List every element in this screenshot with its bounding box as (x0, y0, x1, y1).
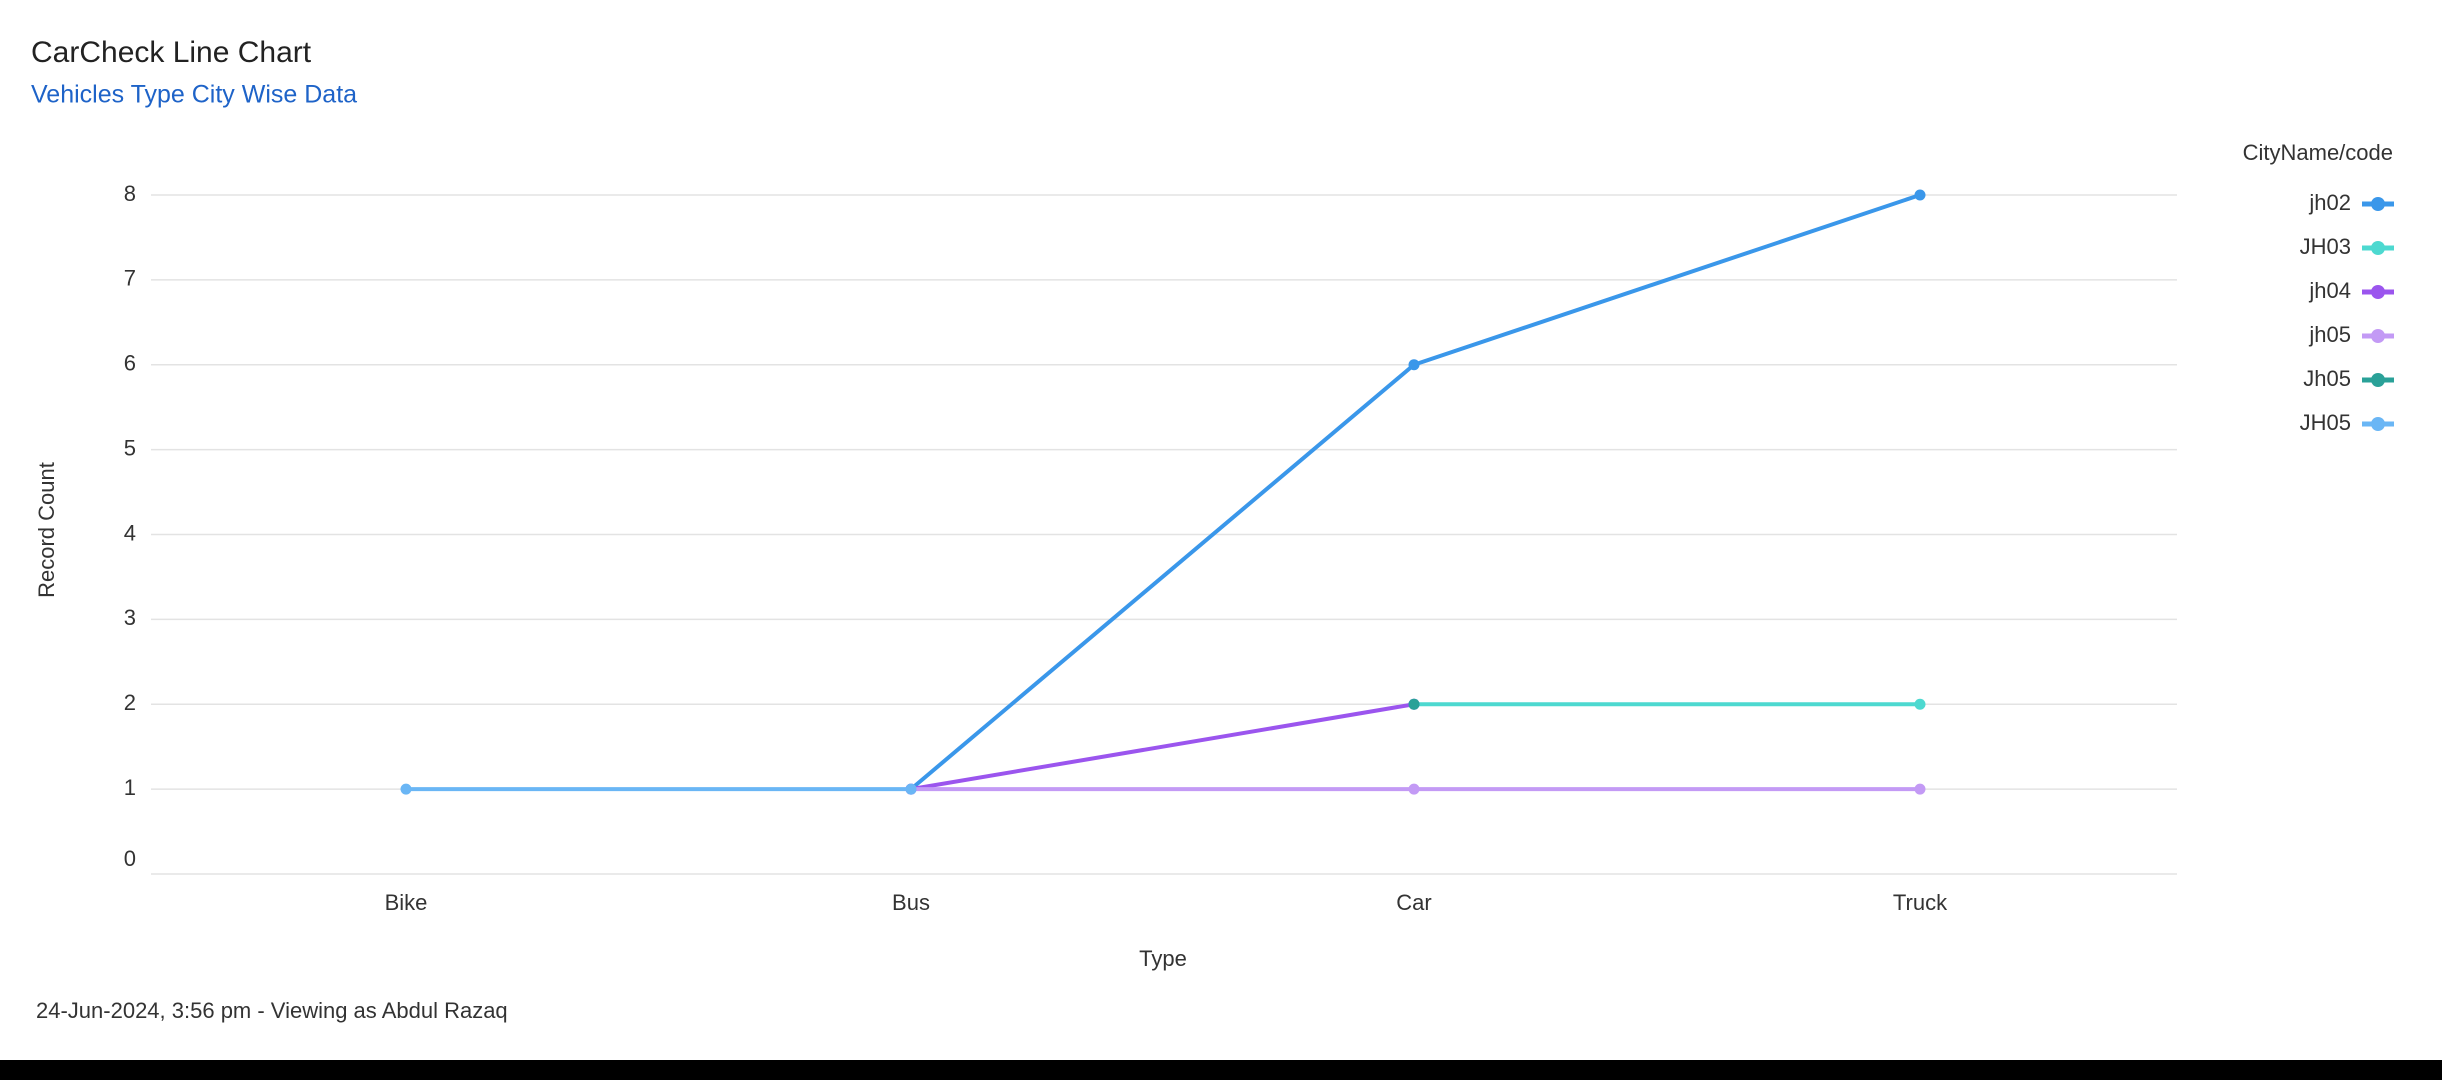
bottom-bar (0, 1060, 2442, 1080)
data-point (1408, 783, 1420, 795)
series-line (910, 702, 1415, 792)
data-point (1408, 359, 1420, 371)
legend-marker (2371, 329, 2385, 343)
legend-label: jh02 (2308, 190, 2351, 215)
data-point (905, 783, 917, 795)
y-tick-label: 2 (124, 690, 136, 715)
legend-label: Jh05 (2303, 366, 2351, 391)
x-axis-label: Type (1139, 946, 1187, 971)
data-point (1914, 189, 1926, 201)
y-tick-label: 8 (124, 181, 136, 206)
legend-label: JH05 (2300, 410, 2351, 435)
x-tick-label: Car (1396, 890, 1431, 915)
y-tick-label: 3 (124, 605, 136, 630)
x-tick-label: Bus (892, 890, 930, 915)
chart-subtitle: Vehicles Type City Wise Data (31, 81, 357, 109)
y-tick-label: 5 (124, 435, 136, 460)
data-point (400, 783, 412, 795)
chart-title: CarCheck Line Chart (31, 36, 312, 69)
legend-marker (2371, 197, 2385, 211)
legend-marker (2371, 285, 2385, 299)
legend-marker (2371, 241, 2385, 255)
legend-marker (2371, 373, 2385, 387)
legend-label: JH03 (2300, 234, 2351, 259)
x-tick-label: Bike (385, 890, 428, 915)
x-tick-label: Truck (1893, 890, 1948, 915)
y-tick-label: 7 (124, 266, 136, 291)
y-tick-label: 1 (124, 775, 136, 800)
data-point (1914, 783, 1926, 795)
y-tick-label: 4 (124, 520, 136, 545)
footer: 24-Jun-2024, 3:56 pm - Viewing as Abdul … (36, 998, 508, 1023)
legend-title: CityName/code (2243, 140, 2393, 165)
data-point (1408, 698, 1420, 710)
data-point (1914, 698, 1926, 710)
legend-label: jh04 (2308, 278, 2351, 303)
y-tick-label: 0 (124, 846, 136, 871)
y-axis-label: Record Count (34, 462, 59, 598)
legend-label: jh05 (2308, 322, 2351, 347)
y-tick-label: 6 (124, 351, 136, 376)
legend-marker (2371, 417, 2385, 431)
